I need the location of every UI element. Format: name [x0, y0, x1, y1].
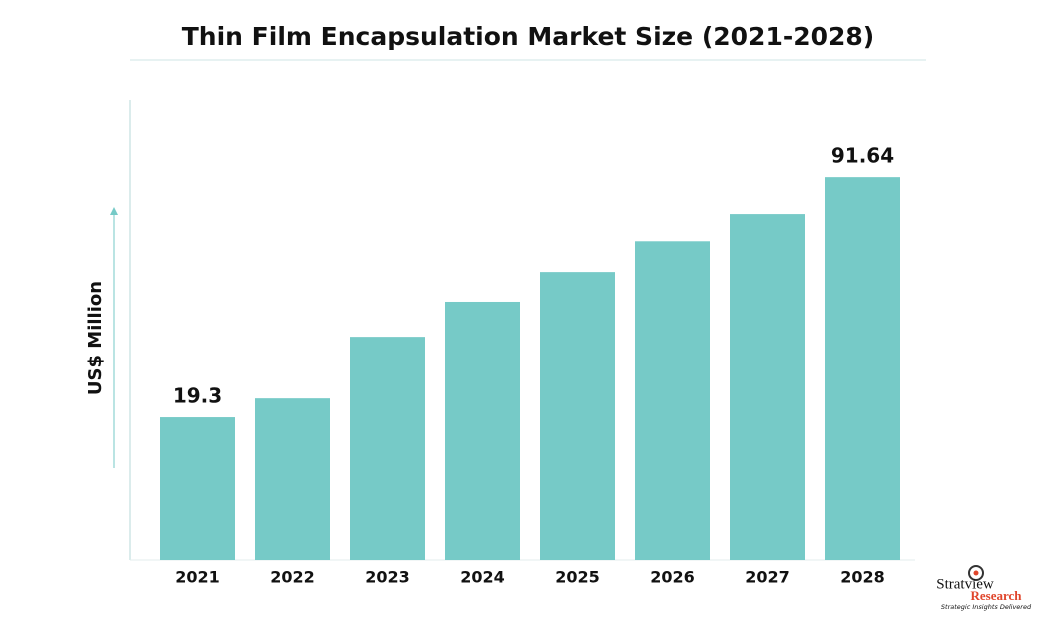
bar — [445, 301, 520, 560]
x-tick-label: 2024 — [460, 568, 505, 587]
bar — [635, 241, 710, 561]
x-tick-label: 2023 — [365, 568, 410, 587]
logo: Stratview Research Strategic Insights De… — [936, 565, 1032, 611]
bar — [730, 214, 805, 561]
x-tick-label: 2021 — [175, 568, 220, 587]
bar — [825, 177, 900, 560]
logo-name: Stratview — [936, 576, 994, 592]
x-tick-label: 2025 — [555, 568, 600, 587]
logo-icon — [968, 565, 984, 581]
x-tick-label: 2027 — [745, 568, 790, 587]
y-axis-label: US$ Million — [85, 281, 106, 395]
bar — [255, 398, 330, 560]
bar — [350, 337, 425, 560]
logo-icon-dot — [973, 570, 979, 576]
x-tick-label: 2022 — [270, 568, 315, 587]
data-label: 91.64 — [831, 144, 894, 168]
logo-sub: Research — [970, 588, 1022, 603]
data-label: 19.3 — [173, 384, 222, 408]
x-tick-label: 2026 — [650, 568, 695, 587]
chart-title: Thin Film Encapsulation Market Size (202… — [182, 22, 874, 51]
x-tick-label: 2028 — [840, 568, 885, 587]
bar — [540, 272, 615, 560]
logo-tagline: Strategic Insights Delivered — [941, 603, 1032, 611]
y-arrow-head — [110, 207, 118, 215]
bar — [160, 417, 235, 560]
